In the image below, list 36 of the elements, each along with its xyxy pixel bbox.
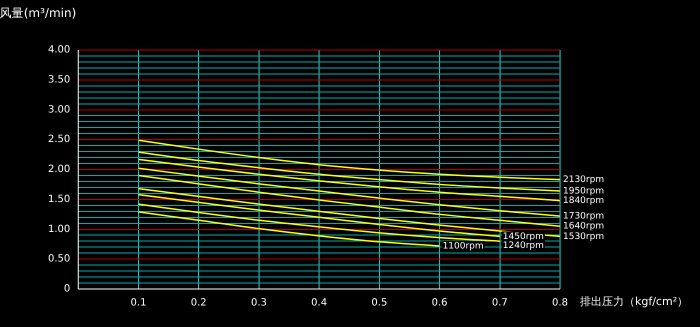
x-axis-title: 排出压力（kgf/cm²） xyxy=(580,294,688,308)
x-tick-label: 0.8 xyxy=(552,298,568,309)
series-label: 1840rpm xyxy=(563,196,604,206)
line-series xyxy=(138,168,560,217)
line-series xyxy=(138,158,560,202)
line-series xyxy=(138,203,501,242)
series-label: 1950rpm xyxy=(563,186,604,196)
line-series xyxy=(138,211,440,247)
x-tick-label: 0.4 xyxy=(311,298,328,309)
series-label: 1100rpm xyxy=(442,241,484,252)
y-tick-label: 0 xyxy=(64,284,70,295)
y-tick-label: 2.00 xyxy=(48,164,70,176)
y-tick-label: 2.50 xyxy=(48,134,70,146)
y-tick-label: 1.50 xyxy=(48,194,70,205)
series-label: 1530rpm xyxy=(563,232,604,242)
series-label: 1240rpm xyxy=(502,240,544,251)
y-tick-label: 0.50 xyxy=(48,254,70,265)
series-label: 1730rpm xyxy=(563,211,604,222)
line-series xyxy=(138,151,560,192)
x-tick-label: 0.1 xyxy=(130,298,146,309)
line-series xyxy=(138,194,501,238)
series-label: 1450rpm xyxy=(502,232,544,242)
line-series xyxy=(138,174,560,228)
y-tick-label: 1.00 xyxy=(48,224,70,235)
y-tick-label: 4.00 xyxy=(48,44,70,56)
x-tick-label: 0.7 xyxy=(492,298,508,309)
x-tick-label: 0.6 xyxy=(432,298,448,309)
line-series xyxy=(138,139,560,180)
x-tick-label: 0.5 xyxy=(371,298,388,309)
series-label: 2130rpm xyxy=(563,175,604,185)
y-tick-label: 3.50 xyxy=(48,74,70,86)
y-tick-label: 3.00 xyxy=(48,104,70,116)
x-tick-label: 0.2 xyxy=(190,298,207,309)
x-tick-label: 0.3 xyxy=(250,298,267,309)
series-label: 1640rpm xyxy=(563,222,604,232)
y-axis-title: 风量(m³/min) xyxy=(0,6,76,20)
